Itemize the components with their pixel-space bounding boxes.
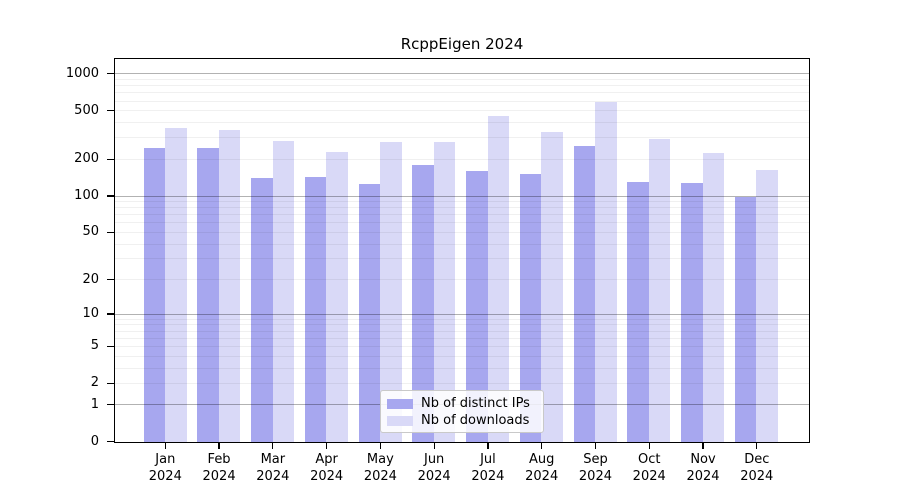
gridline-1000 (115, 73, 809, 75)
gridline-500 (115, 110, 809, 112)
x-tick-mark-dec (756, 443, 758, 449)
x-tick-mark-jul (487, 443, 489, 449)
x-tick-label-dec: Dec 2024 (740, 452, 774, 484)
y-tick-mark-1 (107, 404, 114, 406)
x-tick-mark-feb (218, 443, 220, 449)
bar-ips-feb (197, 147, 219, 442)
y-tick-mark-10 (107, 313, 114, 315)
y-tick-mark-1000 (107, 73, 114, 75)
y-tick-mark-2 (107, 382, 114, 384)
y-tick-label-2: 2 (90, 375, 99, 391)
bar-downloads-jun (433, 141, 456, 442)
bar-downloads-feb (218, 130, 241, 442)
x-tick-mark-sep (594, 443, 597, 449)
gridline-700 (115, 92, 809, 94)
gridline-400 (115, 122, 809, 124)
bar-downloads-oct (648, 138, 671, 442)
bar-ips-apr (304, 176, 327, 442)
bar-ips-may (358, 183, 381, 442)
x-tick-label-jun: Jun 2024 (417, 452, 451, 484)
bar-ips-jun (412, 165, 434, 442)
plot-area: Nb of distinct IPs Nb of downloads (114, 58, 810, 443)
bar-ips-mar (251, 178, 273, 442)
legend-swatch-distinct-ips (387, 399, 413, 409)
x-tick-label-feb: Feb 2024 (202, 452, 236, 484)
y-tick-label-5: 5 (90, 338, 99, 354)
y-tick-mark-20 (107, 278, 114, 281)
gridline-800 (115, 85, 809, 87)
x-tick-mark-jun (433, 443, 435, 449)
bar-ips-sep (573, 145, 596, 442)
x-tick-label-jul: Jul 2024 (471, 452, 505, 484)
x-tick-mark-oct (648, 443, 650, 449)
bar-downloads-jan (165, 127, 187, 442)
x-tick-label-jan: Jan 2024 (148, 452, 182, 484)
y-tick-label-100: 100 (74, 187, 99, 203)
x-tick-label-aug: Aug 2024 (525, 452, 559, 484)
y-tick-mark-200 (107, 158, 114, 160)
legend-label-distinct-ips: Nb of distinct IPs (421, 396, 530, 411)
y-tick-label-0: 0 (90, 433, 99, 449)
y-tick-mark-0 (107, 441, 114, 443)
bar-downloads-aug (541, 131, 563, 442)
x-tick-mark-mar (272, 443, 274, 449)
legend-item-distinct-ips: Nb of distinct IPs (387, 396, 543, 412)
y-tick-label-10: 10 (82, 305, 99, 321)
y-tick-label-1: 1 (90, 396, 99, 412)
bar-ips-jul (466, 170, 488, 442)
bar-downloads-may (380, 141, 402, 442)
bar-downloads-dec (756, 170, 778, 442)
y-tick-label-500: 500 (74, 102, 99, 118)
chart-title: RcppEigen 2024 (400, 35, 524, 53)
bar-ips-dec (734, 196, 757, 442)
bar-ips-aug (519, 174, 542, 442)
y-tick-label-1000: 1000 (65, 65, 99, 81)
y-tick-mark-100 (107, 195, 114, 197)
y-tick-label-200: 200 (74, 151, 99, 167)
x-tick-mark-nov (702, 443, 704, 449)
bar-ips-jan (143, 147, 165, 442)
gridline-900 (115, 78, 809, 80)
x-tick-mark-apr (325, 443, 328, 449)
x-tick-label-sep: Sep 2024 (578, 452, 612, 484)
x-tick-mark-aug (541, 443, 543, 449)
x-tick-label-may: May 2024 (363, 452, 397, 484)
x-tick-label-nov: Nov 2024 (686, 452, 720, 484)
bar-downloads-jul (487, 116, 510, 442)
legend-label-downloads: Nb of downloads (421, 413, 530, 428)
bar-downloads-mar (272, 141, 295, 442)
y-tick-mark-50 (107, 231, 114, 233)
y-tick-mark-500 (107, 109, 114, 112)
y-tick-mark-5 (107, 345, 114, 347)
x-tick-label-apr: Apr 2024 (310, 452, 344, 484)
bar-downloads-sep (595, 102, 617, 442)
x-tick-mark-jan (164, 443, 166, 449)
bar-ips-nov (681, 183, 703, 442)
legend: Nb of distinct IPs Nb of downloads (380, 390, 544, 433)
bar-ips-oct (627, 181, 649, 442)
bar-downloads-nov (702, 153, 725, 442)
y-tick-label-20: 20 (82, 271, 99, 287)
bar-downloads-apr (326, 151, 348, 442)
x-tick-mark-may (379, 443, 382, 449)
legend-item-downloads: Nb of downloads (387, 413, 543, 429)
legend-swatch-downloads (387, 416, 413, 426)
y-tick-label-50: 50 (82, 224, 99, 240)
x-tick-label-mar: Mar 2024 (256, 452, 290, 484)
x-tick-label-oct: Oct 2024 (632, 452, 666, 484)
gridline-600 (115, 100, 809, 102)
